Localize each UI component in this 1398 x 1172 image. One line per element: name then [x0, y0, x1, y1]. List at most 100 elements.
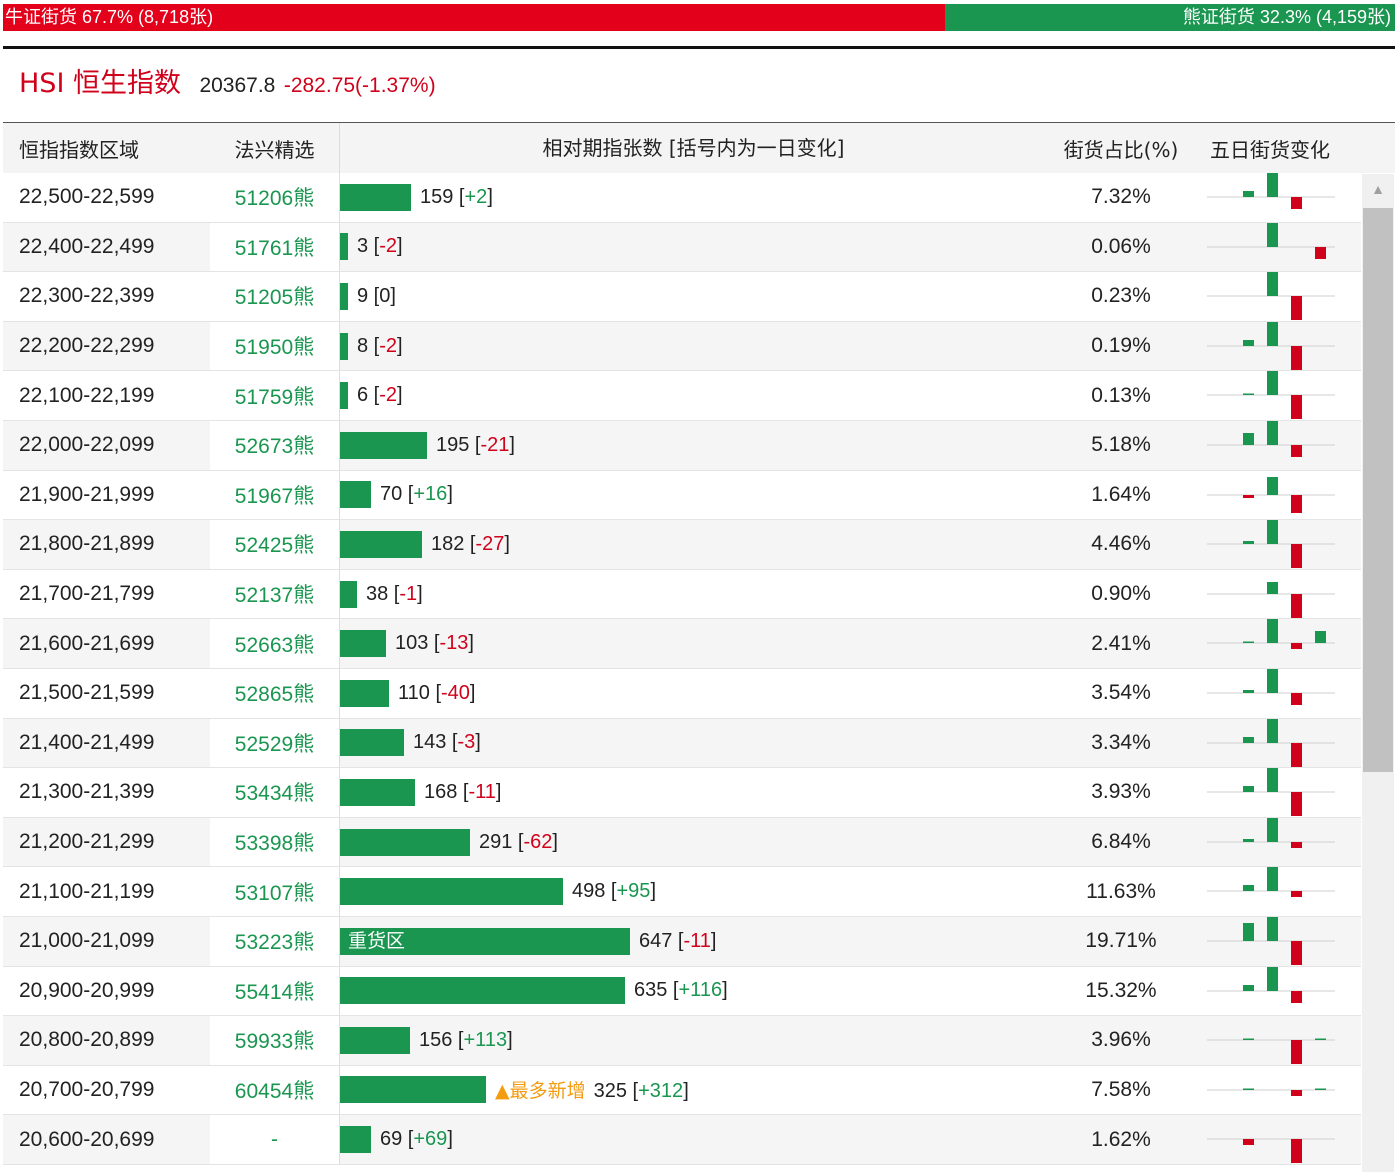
- range-cell: 21,400-21,499: [19, 730, 155, 754]
- count-value: 635: [634, 979, 668, 1002]
- relative-cell: 重货区 647 [-11]: [339, 916, 1047, 966]
- pick-link[interactable]: 51950熊: [210, 321, 339, 371]
- table-row: 21,100-21,199 53107熊 498 [+95] 11.63%: [3, 867, 1361, 917]
- table-row: 22,000-22,099 52673熊 195 [-21] 5.18%: [3, 420, 1361, 471]
- table-row: 20,700-20,799 60454熊 ▲最多新增 325 [+312] 7.58%: [3, 1065, 1361, 1116]
- bear-ratio-segment: 熊证街货 32.3% (4,159张): [945, 4, 1395, 31]
- five-day-chart: [1207, 768, 1335, 817]
- range-cell: 21,200-21,299: [19, 830, 155, 854]
- pick-link[interactable]: 51761熊: [210, 222, 339, 272]
- count-bar: [340, 233, 348, 261]
- sparkline-bar: [1291, 395, 1302, 420]
- sparkline-bar: [1267, 916, 1278, 941]
- sparkline-bar: [1315, 246, 1326, 259]
- range-cell: 21,800-21,899: [19, 532, 155, 556]
- pick-link[interactable]: 52425熊: [210, 520, 339, 569]
- relative-cell: 159 [+2]: [339, 173, 1047, 222]
- pick-link[interactable]: 52663熊: [210, 619, 339, 668]
- sparkline-bar: [1291, 1089, 1302, 1096]
- pick-link[interactable]: 60454熊: [210, 1065, 339, 1115]
- bear-distribution-table: 恒指指数区域 法兴精选 相对期指张数 [括号内为一日变化] 街货占比(%) 五日…: [3, 122, 1395, 1167]
- sparkline-bar: [1267, 581, 1278, 594]
- table-row: 22,400-22,499 51761熊 3 [-2] 0.06%: [3, 222, 1361, 273]
- pick-link[interactable]: 52673熊: [210, 420, 339, 470]
- sparkline-bar: [1243, 393, 1254, 396]
- count-value: 168: [424, 780, 458, 803]
- sparkline-bar: [1243, 786, 1254, 793]
- pick-link[interactable]: 53223熊: [210, 916, 339, 966]
- index-change: -282.75(-1.37%): [283, 74, 436, 97]
- relative-cell: 70 [+16]: [339, 470, 1047, 520]
- count-text: 159 [+2]: [420, 185, 493, 208]
- sparkline-bar: [1315, 1088, 1326, 1090]
- change-value: -3: [457, 731, 476, 754]
- pct-cell: 19.71%: [1085, 929, 1157, 953]
- divider: [3, 46, 1395, 49]
- range-cell: 22,400-22,499: [19, 234, 155, 258]
- sparkline-bar: [1267, 173, 1278, 197]
- table-row: 21,800-21,899 52425熊 182 [-27] 4.46%: [3, 520, 1361, 570]
- sparkline-bar: [1267, 619, 1278, 644]
- change-value: -27: [475, 532, 505, 555]
- sparkline-bar: [1243, 191, 1254, 197]
- pick-link[interactable]: 51206熊: [210, 173, 339, 222]
- table-row: 20,900-20,999 55414熊 635 [+116] 15.32%: [3, 966, 1361, 1017]
- scrollbar[interactable]: ▲: [1362, 174, 1394, 1172]
- count-bar: [340, 778, 415, 806]
- five-day-chart: [1207, 966, 1335, 1003]
- pick-link[interactable]: 53398熊: [210, 817, 339, 867]
- five-day-chart: [1207, 222, 1335, 259]
- scroll-thumb[interactable]: [1363, 208, 1393, 772]
- pick-link: -: [210, 1115, 339, 1164]
- count-text: 168 [-11]: [424, 780, 502, 803]
- sparkline-bar: [1243, 641, 1254, 644]
- pick-link[interactable]: 51759熊: [210, 371, 339, 420]
- count-value: 9: [357, 284, 369, 307]
- five-day-chart: [1207, 321, 1335, 370]
- pick-link[interactable]: 51967熊: [210, 470, 339, 520]
- change-value: +16: [413, 483, 448, 506]
- pick-link[interactable]: 52529熊: [210, 718, 339, 768]
- count-bar: [340, 580, 357, 608]
- pct-cell: 7.58%: [1091, 1077, 1151, 1101]
- five-day-sparkline: [1195, 668, 1345, 718]
- count-value: 159: [420, 185, 454, 208]
- table-row: 21,200-21,299 53398熊 291 [-62] 6.84%: [3, 817, 1361, 868]
- sparkline-bar: [1243, 1139, 1254, 1146]
- range-cell: 21,700-21,799: [19, 582, 155, 606]
- relative-cell: 195 [-21]: [339, 420, 1047, 470]
- count-text: 647 [-11]: [639, 929, 717, 952]
- sparkline-bar: [1315, 631, 1326, 644]
- pct-cell: 6.84%: [1091, 830, 1151, 854]
- change-value: -40: [441, 681, 470, 704]
- relative-cell: 168 [-11]: [339, 768, 1047, 817]
- sparkline-bar: [1267, 420, 1278, 445]
- five-day-sparkline: [1195, 867, 1345, 916]
- pick-link[interactable]: 59933熊: [210, 1016, 339, 1065]
- most-added-tag: ▲最多新增: [495, 1080, 586, 1103]
- pct-cell: 2.41%: [1091, 631, 1151, 655]
- count-value: 69: [380, 1128, 403, 1151]
- range-cell: 21,500-21,599: [19, 681, 155, 705]
- count-text: 3 [-2]: [357, 235, 403, 258]
- count-text: 143 [-3]: [413, 731, 481, 754]
- sparkline-bar: [1291, 544, 1302, 569]
- range-cell: 21,000-21,099: [19, 929, 155, 953]
- count-value: 103: [395, 632, 429, 655]
- five-day-chart: [1207, 718, 1335, 767]
- pick-link[interactable]: 53107熊: [210, 867, 339, 916]
- pick-link[interactable]: 53434熊: [210, 768, 339, 817]
- pick-link[interactable]: 55414熊: [210, 966, 339, 1016]
- sparkline-bar: [1267, 817, 1278, 842]
- count-value: 3: [357, 235, 369, 258]
- scroll-up-arrow-icon[interactable]: ▲: [1371, 181, 1385, 197]
- sparkline-bar: [1291, 940, 1302, 965]
- pick-link[interactable]: 52137熊: [210, 569, 339, 619]
- count-value: 325: [593, 1080, 627, 1103]
- table-row: 21,700-21,799 52137熊 38 [-1] 0.90%: [3, 569, 1361, 620]
- pick-link[interactable]: 52865熊: [210, 668, 339, 718]
- pick-link[interactable]: 51205熊: [210, 272, 339, 321]
- relative-cell: ▲最多新增 325 [+312]: [339, 1065, 1047, 1115]
- five-day-sparkline: [1195, 371, 1345, 420]
- range-cell: 20,700-20,799: [19, 1077, 155, 1101]
